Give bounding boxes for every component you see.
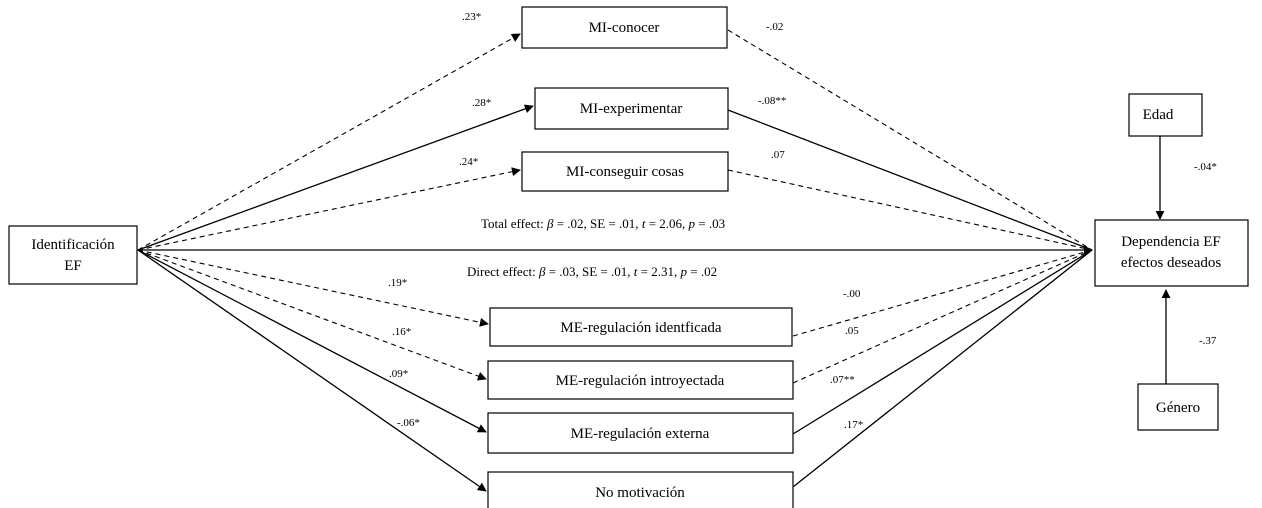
- coef-a-me-identificada: .19*: [388, 277, 407, 289]
- node-dependencia-ef-line1: Dependencia EF: [1121, 234, 1221, 250]
- coef-edad: -.04*: [1194, 161, 1217, 173]
- node-me-externa: ME-regulación externa: [487, 412, 794, 454]
- coef-a-mi-conocer: .23*: [462, 11, 481, 23]
- node-genero: Género: [1137, 383, 1219, 431]
- path-b-me-introyectada: [792, 249, 1093, 384]
- path-a-mi-conseguir: [137, 167, 521, 251]
- path-b-mi-experimentar: [727, 109, 1093, 251]
- coef-b-mi-conocer: -.02: [766, 21, 783, 33]
- coef-b-me-externa: .07**: [830, 374, 855, 386]
- node-edad: Edad: [1128, 93, 1203, 137]
- coef-b-mi-experimentar: -.08**: [758, 95, 786, 107]
- path-b-me-externa: [792, 249, 1093, 435]
- node-genero-label: Género: [1156, 400, 1200, 416]
- node-no-motivacion: No motivación: [487, 471, 794, 508]
- node-me-introyectada-label: ME-regulación introyectada: [556, 373, 725, 389]
- node-me-externa-label: ME-regulación externa: [571, 426, 710, 442]
- coef-b-me-introyectada: .05: [845, 325, 859, 337]
- coef-b-me-identificada: -.00: [843, 288, 861, 300]
- node-identificacion-ef-line1: Identificación: [31, 237, 115, 253]
- coef-b-no-motivacion: .17*: [844, 419, 863, 431]
- node-identificacion-ef: Identificación EF: [8, 225, 138, 285]
- node-no-motivacion-label: No motivación: [595, 485, 685, 501]
- direct-effect-label: Direct effect: β = .03, SE = .01, t = 2.…: [467, 264, 717, 279]
- node-dependencia-ef-line2: efectos deseados: [1121, 255, 1222, 271]
- path-a-me-externa: [137, 249, 487, 433]
- coef-a-me-externa: .09*: [389, 368, 408, 380]
- node-mi-conseguir-label: MI-conseguir cosas: [566, 164, 684, 180]
- total-effect-label: Total effect: β = .02, SE = .01, t = 2.0…: [481, 216, 725, 231]
- node-mi-conocer-label: MI-conocer: [589, 20, 660, 36]
- node-edad-label: Edad: [1143, 107, 1174, 123]
- coef-genero: -.37: [1199, 335, 1217, 347]
- path-a-no-motivacion: [137, 249, 487, 492]
- node-me-introyectada: ME-regulación introyectada: [487, 360, 794, 400]
- path-b-no-motivacion: [792, 249, 1093, 488]
- coef-a-mi-experimentar: .28*: [472, 97, 491, 109]
- coef-a-no-motivacion: -.06*: [397, 417, 420, 429]
- path-b-mi-conocer: [727, 29, 1093, 251]
- node-dependencia-ef: Dependencia EF efectos deseados: [1094, 219, 1249, 287]
- node-mi-experimentar-label: MI-experimentar: [580, 101, 682, 117]
- path-b-mi-conseguir: [727, 169, 1093, 251]
- node-mi-conocer: MI-conocer: [521, 6, 728, 49]
- node-mi-conseguir: MI-conseguir cosas: [521, 151, 729, 192]
- path-b-me-identificada: [792, 249, 1093, 337]
- path-a-me-identificada: [137, 249, 489, 327]
- node-me-identificada: ME-regulación identficada: [489, 307, 793, 347]
- coef-a-me-introyectada: .16*: [392, 326, 411, 338]
- path-a-mi-experimentar: [137, 104, 534, 251]
- coef-a-mi-conseguir: .24*: [459, 156, 478, 168]
- path-a-mi-conocer: [137, 33, 521, 251]
- node-mi-experimentar: MI-experimentar: [534, 87, 729, 130]
- node-me-identificada-label: ME-regulación identficada: [560, 320, 722, 336]
- coef-b-mi-conseguir: .07: [771, 149, 785, 161]
- path-a-me-introyectada: [137, 249, 487, 381]
- node-identificacion-ef-line2: EF: [64, 258, 82, 274]
